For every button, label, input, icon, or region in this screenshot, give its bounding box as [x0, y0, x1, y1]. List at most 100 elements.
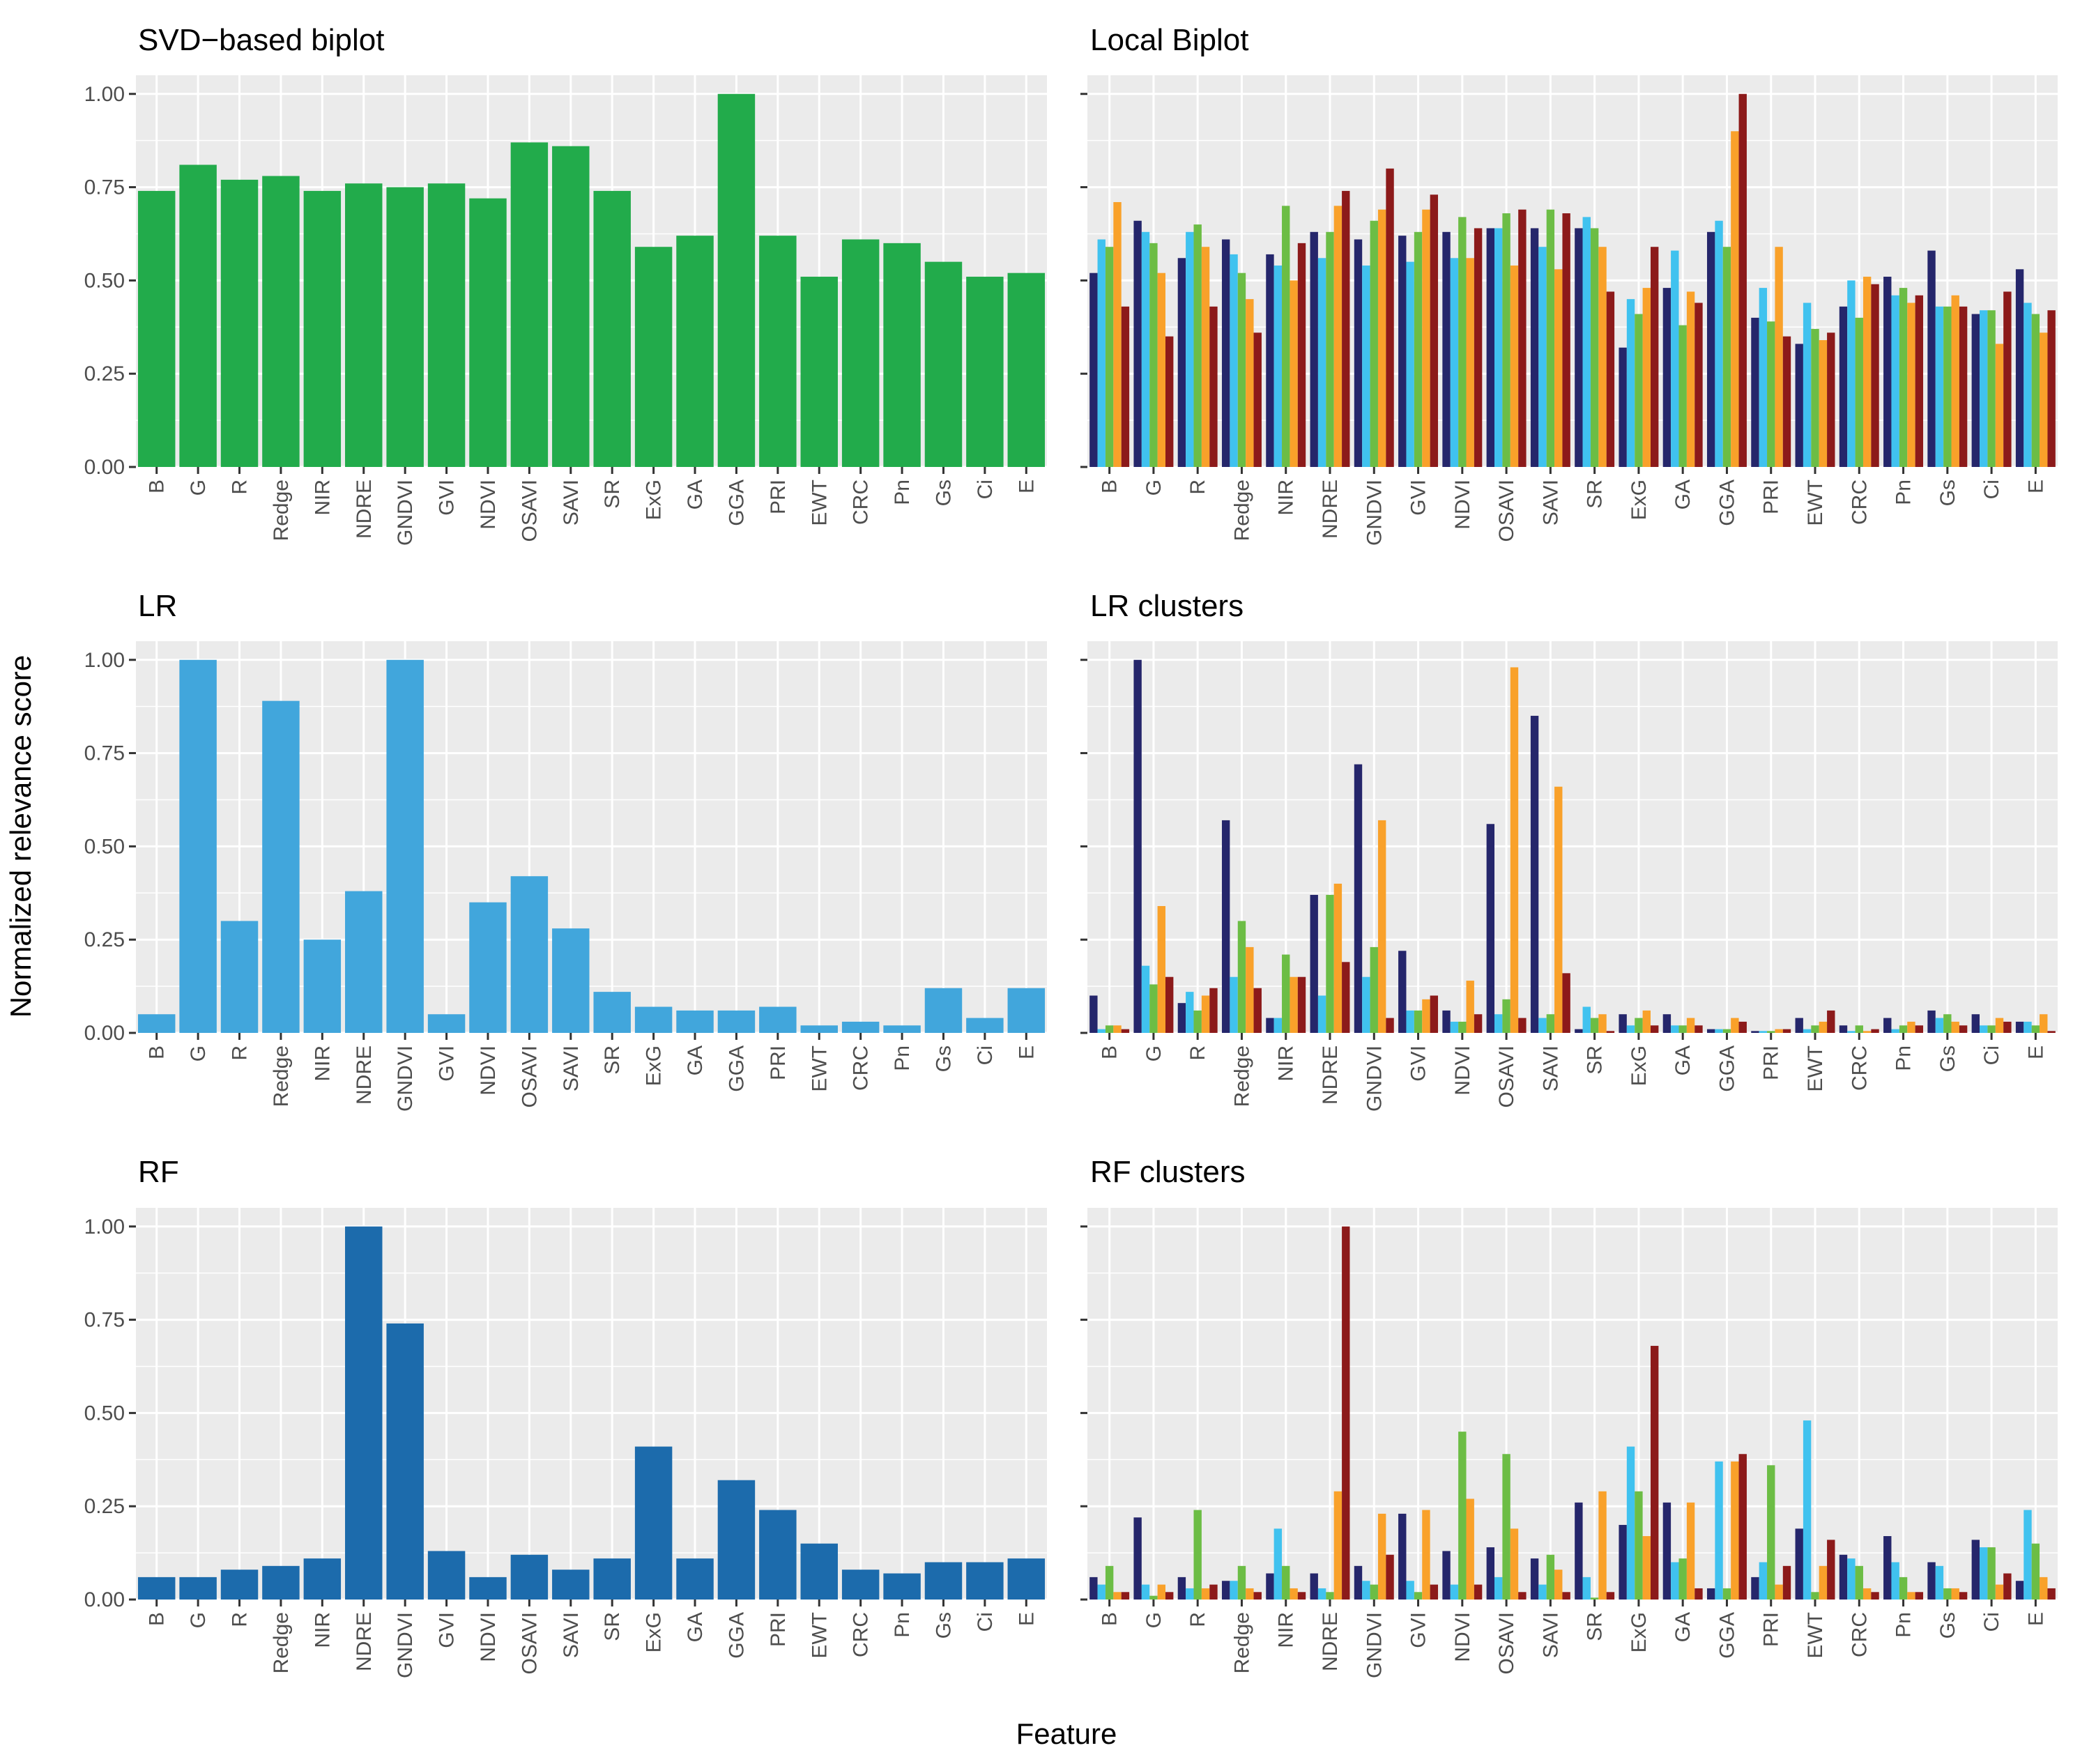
x-tick-label: NIR [311, 1045, 334, 1082]
bar [883, 243, 921, 467]
bar [1510, 1528, 1519, 1600]
bar [1871, 1029, 1879, 1033]
x-tick-label: B [1099, 1045, 1122, 1059]
bar [1133, 1517, 1142, 1600]
bar [1706, 1588, 1715, 1600]
x-tick-label: B [146, 480, 169, 493]
bar [1370, 1584, 1378, 1600]
bar [1430, 1584, 1439, 1600]
bar [1149, 1595, 1158, 1600]
bar [1715, 1029, 1723, 1033]
x-tick-label: EWT [1804, 1045, 1827, 1092]
bar [1562, 213, 1570, 467]
bar [1871, 1592, 1879, 1600]
bar [1201, 247, 1210, 467]
x-tick-label: G [187, 1612, 210, 1628]
bar [1839, 306, 1848, 467]
bar [759, 236, 797, 467]
bar [1486, 824, 1495, 1033]
bar [179, 659, 217, 1033]
bar [1847, 280, 1856, 467]
bar [1297, 243, 1306, 467]
bar [1422, 209, 1430, 467]
bar [1007, 273, 1046, 467]
bar [966, 277, 1004, 467]
bar [1943, 1588, 1952, 1600]
bar [1209, 988, 1218, 1033]
bar [1177, 1003, 1186, 1033]
x-tick-label: CRC [1848, 1612, 1871, 1657]
y-tick-label: 0.00 [84, 456, 125, 479]
x-tick-label: NDVI [477, 480, 500, 530]
x-tick-label: GVI [436, 1612, 459, 1648]
bar [1775, 247, 1783, 467]
bar [1282, 954, 1290, 1033]
bar [179, 164, 217, 467]
bar [1959, 306, 1968, 467]
bar [1582, 1577, 1591, 1600]
bar [1201, 1588, 1210, 1600]
bar [1193, 1510, 1202, 1600]
x-tick-label: SR [601, 1045, 624, 1075]
bar [303, 1558, 342, 1600]
bar [1458, 1021, 1467, 1033]
bar [1562, 973, 1570, 1033]
bar [1811, 1025, 1819, 1033]
x-tick-label: SAVI [1539, 480, 1562, 526]
bar [1209, 1584, 1218, 1600]
bar [1165, 1592, 1174, 1600]
bar [1980, 1025, 1988, 1033]
x-tick-label: EWT [808, 1045, 831, 1092]
bar [2015, 269, 2024, 467]
bar [1635, 314, 1643, 467]
bar [1518, 1018, 1527, 1033]
x-tick-label: SR [601, 480, 624, 509]
bar [427, 1551, 466, 1600]
bar [1230, 1581, 1238, 1600]
bar [2031, 1543, 2040, 1600]
bar [800, 1025, 838, 1033]
bar [1562, 1592, 1570, 1600]
bar [1995, 1584, 2004, 1600]
x-tick-label: E [1015, 1612, 1038, 1626]
bar [1855, 1025, 1863, 1033]
bar [2040, 1577, 2048, 1600]
x-tick-label: SAVI [560, 1045, 583, 1091]
x-tick-label: GA [1672, 1612, 1695, 1642]
x-tick-label: Pn [891, 480, 914, 505]
bar [593, 190, 631, 467]
bar [1915, 1025, 1924, 1033]
bar [137, 1014, 176, 1033]
bar [1494, 1577, 1503, 1600]
bar [1193, 1010, 1202, 1033]
x-tick-label: SAVI [560, 1612, 583, 1658]
bar [1959, 1025, 1968, 1033]
bar [1650, 247, 1659, 467]
bar [1266, 1018, 1274, 1033]
x-tick-label: OSAVI [518, 1612, 541, 1674]
bar [2047, 1031, 2056, 1033]
y-tick-label: 1.00 [84, 649, 125, 672]
bar [1678, 1025, 1687, 1033]
bar [1474, 1014, 1483, 1033]
bar [1510, 667, 1519, 1033]
bar [966, 1018, 1004, 1033]
chart-title: SVD−based biplot [138, 23, 384, 57]
bar [1731, 1018, 1739, 1033]
bar [1466, 258, 1474, 467]
bar [1406, 1010, 1414, 1033]
y-tick-label: 0.00 [84, 1588, 125, 1611]
bar [1582, 1006, 1591, 1033]
bar [1767, 321, 1775, 467]
bar [1782, 1029, 1791, 1033]
bar [1995, 344, 2004, 467]
bar [1333, 206, 1343, 467]
bar [1671, 250, 1679, 467]
chart-title: RF clusters [1090, 1155, 1245, 1189]
bar [717, 1480, 756, 1600]
bar [1706, 1029, 1715, 1033]
x-tick-label: Ci [974, 1045, 997, 1065]
bar [2015, 1581, 2024, 1600]
x-tick-label: NIR [1275, 1045, 1298, 1082]
